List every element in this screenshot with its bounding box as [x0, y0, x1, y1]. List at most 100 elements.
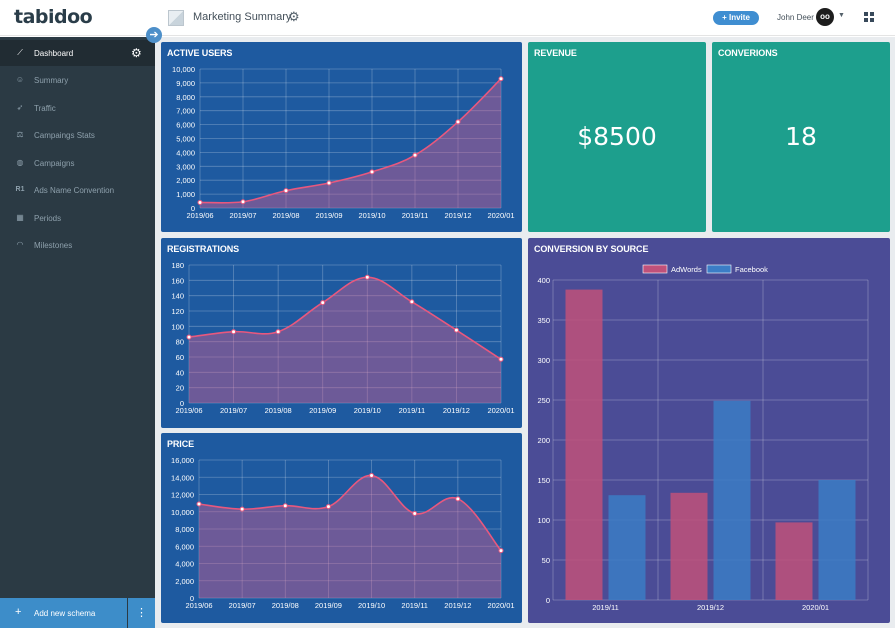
y-tick-label: 6,000 [176, 121, 195, 130]
sidebar-item-summary[interactable]: ☺ Summary [0, 67, 155, 93]
y-tick-label: 1,000 [176, 190, 195, 199]
x-tick-label: 2019/06 [175, 406, 202, 415]
more-options-icon[interactable]: ⋮ [128, 598, 155, 628]
y-tick-label: 3,000 [176, 162, 195, 171]
sidebar-item-label: Traffic [34, 104, 56, 113]
sidebar-item-label: Dashboard [34, 49, 74, 58]
x-tick-label: 2019/06 [185, 601, 212, 610]
app-logo[interactable]: tabidoo [14, 6, 93, 28]
x-tick-label: 2019/11 [592, 603, 619, 612]
scales-icon: ⚖ [16, 130, 24, 139]
legend-label: Facebook [735, 265, 768, 274]
y-tick-label: 50 [542, 556, 550, 565]
x-tick-label: 2019/12 [443, 406, 470, 415]
top-bar: tabidoo Marketing Summary ⚙ + Invite Joh… [0, 0, 895, 36]
sidebar-item-dashboard[interactable]: ⟋ Dashboard ⚙ [0, 40, 155, 66]
user-name[interactable]: John Deer [777, 13, 814, 22]
y-tick-label: 0 [190, 594, 194, 603]
x-tick-label: 2019/08 [265, 406, 292, 415]
y-tick-label: 0 [180, 399, 184, 408]
add-schema-label: Add new schema [34, 609, 96, 618]
x-tick-label: 2019/10 [354, 406, 381, 415]
y-tick-label: 180 [171, 261, 184, 270]
data-point [320, 300, 326, 306]
x-tick-label: 2019/06 [186, 211, 213, 220]
y-tick-label: 250 [537, 396, 550, 405]
y-tick-label: 120 [171, 307, 184, 316]
bar-facebook [713, 400, 751, 600]
series-area [200, 78, 501, 208]
sidebar-item-label: Periods [34, 214, 62, 223]
y-tick-label: 140 [171, 292, 184, 301]
card-title: CONVERIONS [718, 48, 778, 58]
card-title: ACTIVE USERS [167, 48, 233, 58]
data-point [231, 329, 237, 335]
globe-icon: ◍ [16, 158, 24, 167]
sidebar-item-label: Summary [34, 76, 69, 85]
x-tick-label: 2019/09 [309, 406, 336, 415]
wifi-icon: ◠ [16, 240, 24, 249]
sidebar-item-campaings-stats[interactable]: ⚖ Campaings Stats [0, 122, 155, 148]
active-users-chart: 0 1,000 2,000 3,000 4,000 5,000 6,000 7,000 8,00… [172, 65, 515, 220]
conversion-by-source-chart: 0 50 100 150 200 250 300 350 400 2019/11 2019/12 20… [537, 264, 869, 612]
y-tick-label: 8,000 [176, 93, 195, 102]
x-tick-label: 2019/10 [358, 601, 385, 610]
chevron-down-icon[interactable]: ▼ [838, 12, 845, 19]
y-tick-label: 8,000 [175, 525, 194, 534]
series-line [199, 78, 502, 204]
data-point [455, 119, 461, 125]
y-tick-label: 12,000 [171, 491, 194, 500]
sidebar-item-label: Milestones [34, 241, 73, 250]
calendar-icon: ▦ [16, 213, 24, 222]
sidebar-item-milestones[interactable]: ◠ Milestones [0, 232, 155, 258]
sidebar-item-campaigns[interactable]: ◍ Campaigns [0, 150, 155, 176]
add-new-schema-button[interactable]: + Add new schema [0, 598, 127, 628]
x-tick-label: 2019/11 [399, 406, 426, 415]
registrations-chart: 0 20 40 60 80 100 120 140 160 180 2019/06 2019/07 20… [171, 261, 514, 415]
y-tick-label: 2,000 [175, 577, 194, 586]
data-point [453, 327, 459, 333]
data-point [325, 504, 331, 510]
page-image-icon [168, 10, 184, 26]
data-point [412, 152, 418, 158]
page-settings-gear-icon[interactable]: ⚙ [288, 9, 300, 24]
x-tick-label: 2019/09 [315, 211, 342, 220]
rocket-icon: ➶ [16, 103, 24, 112]
bar-facebook [608, 495, 646, 600]
sidebar-item-traffic[interactable]: ➶ Traffic [0, 95, 155, 121]
x-tick-label: 2019/07 [229, 211, 256, 220]
y-tick-label: 40 [176, 368, 184, 377]
invite-button[interactable]: + Invite [713, 11, 759, 25]
smiley-icon: ☺ [15, 75, 25, 84]
sidebar-item-label: Ads Name Convention [34, 186, 115, 195]
legend-swatch [706, 264, 732, 274]
data-point [197, 199, 203, 205]
x-tick-label: 2020/01 [487, 406, 514, 415]
revenue-card: REVENUE $8500 [528, 42, 706, 232]
conversion-by-source-card: CONVERSION BY SOURCE 0 50 100 150 200 250 300 3… [528, 238, 890, 623]
y-tick-label: 20 [176, 384, 184, 393]
user-avatar[interactable]: oo [816, 8, 834, 26]
y-tick-label: 150 [537, 476, 550, 485]
r1-icon: R1 [15, 186, 25, 193]
y-tick-label: 160 [171, 276, 184, 285]
sidebar-item-ads-name-convention[interactable]: R1 Ads Name Convention [0, 177, 155, 203]
card-title: PRICE [167, 439, 195, 449]
data-point [196, 501, 202, 507]
card-title: REVENUE [534, 48, 577, 58]
revenue-value: $8500 [577, 122, 657, 151]
y-tick-label: 60 [176, 353, 184, 362]
y-tick-label: 9,000 [176, 79, 195, 88]
collapse-sidebar-arrow-icon[interactable]: ➔ [146, 27, 162, 43]
sidebar-item-periods[interactable]: ▦ Periods [0, 205, 155, 231]
y-tick-label: 80 [176, 338, 184, 347]
y-tick-label: 10,000 [172, 65, 195, 74]
bar-facebook [818, 480, 856, 600]
dashboard-settings-gear-icon[interactable]: ⚙ [131, 46, 142, 60]
data-point [239, 506, 245, 512]
apps-grid-icon[interactable] [864, 12, 874, 22]
sidebar-item-label: Campaings Stats [34, 131, 95, 140]
data-point [186, 334, 192, 340]
y-tick-label: 400 [537, 276, 550, 285]
y-tick-label: 0 [191, 204, 195, 213]
